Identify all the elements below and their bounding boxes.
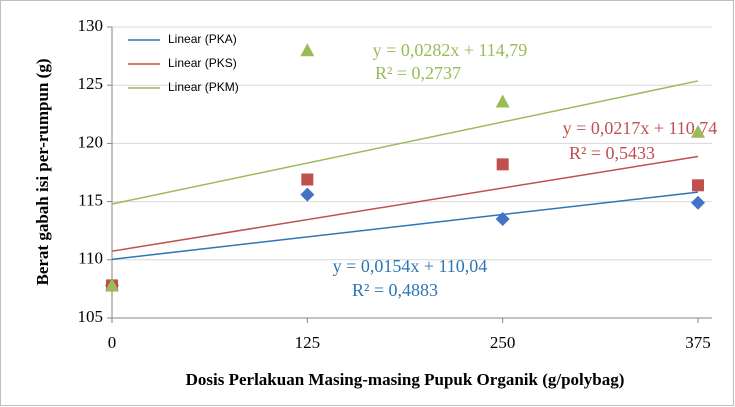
legend-label: Linear (PKM): [168, 80, 239, 94]
y-tick-label: 120: [78, 132, 104, 151]
y-axis-label: Berat gabah isi per-rumpun (g): [33, 59, 52, 286]
y-tick-label: 105: [78, 307, 104, 326]
trend-equation: y = 0,0282x + 114,79: [373, 40, 528, 60]
x-tick-label: 125: [295, 333, 321, 352]
marker: [105, 278, 119, 292]
marker: [691, 195, 705, 210]
x-tick-label: 0: [108, 333, 117, 352]
marker: [495, 212, 510, 227]
x-axis-label: Dosis Perlakuan Masing-masing Pupuk Orga…: [186, 370, 625, 389]
marker: [691, 124, 705, 138]
x-tick-label: 250: [490, 333, 516, 352]
marker: [301, 173, 314, 186]
marker: [692, 179, 704, 192]
marker: [300, 187, 315, 202]
trend-equation: y = 0,0217x + 110,74: [563, 118, 718, 138]
marker: [300, 43, 315, 57]
trendline: [111, 155, 699, 252]
trend-equation: y = 0,0154x + 110,04: [333, 256, 488, 276]
legend-label: Linear (PKS): [168, 56, 237, 70]
y-tick-label: 110: [78, 249, 103, 268]
marker: [496, 158, 509, 171]
y-tick-label: 125: [78, 74, 104, 93]
legend-label: Linear (PKA): [168, 32, 237, 46]
trendline: [111, 80, 699, 205]
marker: [495, 94, 510, 108]
y-tick-label: 130: [78, 16, 104, 35]
y-tick-label: 115: [78, 191, 103, 210]
trend-r2: R² = 0,2737: [375, 63, 461, 83]
x-tick-label: 375: [685, 333, 711, 352]
trend-r2: R² = 0,4883: [352, 280, 438, 300]
trend-r2: R² = 0,5433: [569, 143, 655, 163]
trendline: [111, 191, 699, 261]
